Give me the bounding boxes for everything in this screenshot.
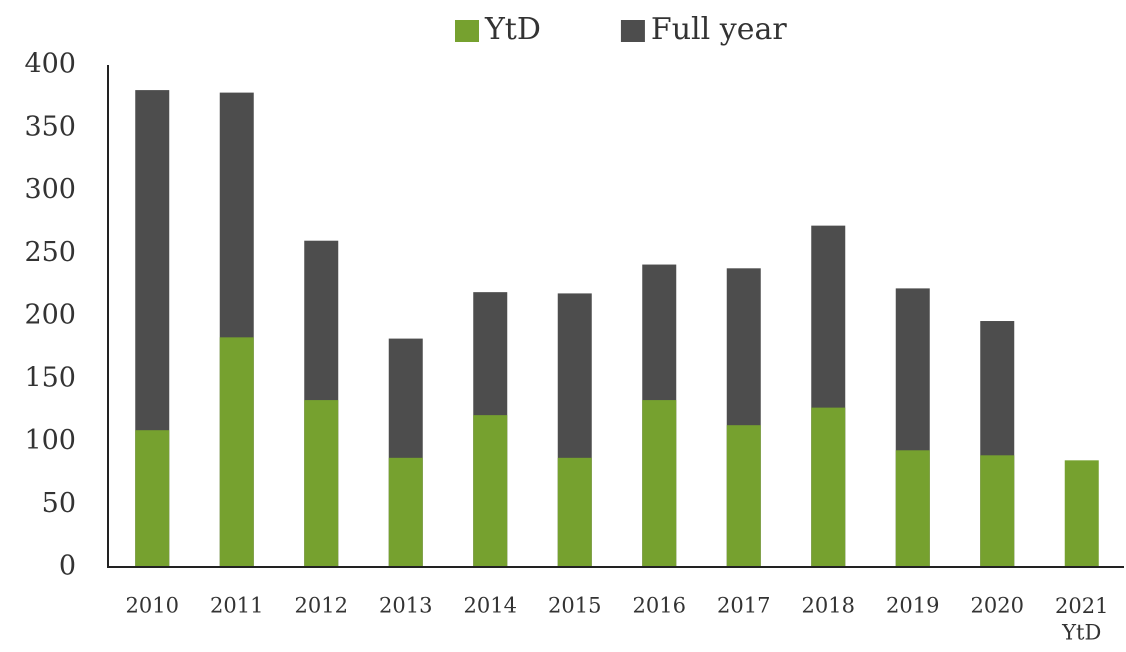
x-tick-label: 2019 bbox=[886, 594, 939, 618]
y-tick-label: 200 bbox=[24, 300, 76, 331]
x-tick-label: 2017 bbox=[717, 594, 770, 618]
bar bbox=[219, 337, 254, 567]
y-tick-label: 150 bbox=[24, 362, 76, 393]
legend-swatch bbox=[620, 20, 645, 42]
x-tick-label: 2020 bbox=[971, 594, 1024, 618]
bar bbox=[895, 450, 930, 567]
y-tick-label: 100 bbox=[24, 425, 76, 456]
bar bbox=[473, 415, 508, 567]
legend-swatch bbox=[455, 20, 479, 42]
y-tick-label: 50 bbox=[42, 488, 76, 519]
y-tick-label: 400 bbox=[24, 49, 76, 80]
y-tick-label: 0 bbox=[59, 551, 76, 582]
y-tick-label: 350 bbox=[24, 111, 76, 142]
legend-label: Full year bbox=[651, 12, 787, 47]
bar bbox=[388, 457, 423, 567]
x-tick-label: 2013 bbox=[379, 594, 432, 618]
bar bbox=[811, 407, 846, 567]
bar bbox=[642, 400, 677, 567]
x-tick-label: 2016 bbox=[633, 594, 686, 618]
x-tick-label: 2015 bbox=[548, 594, 601, 618]
x-tick-label: 2011 bbox=[210, 594, 263, 618]
bar bbox=[135, 430, 170, 567]
x-tick-label: 2010 bbox=[126, 594, 179, 618]
bar bbox=[304, 400, 339, 567]
y-tick-label: 300 bbox=[24, 174, 76, 205]
x-tick-label: 2014 bbox=[464, 594, 517, 618]
x-tick-label: 2012 bbox=[295, 594, 348, 618]
x-tick-label: 2018 bbox=[802, 594, 855, 618]
bar bbox=[557, 457, 592, 567]
legend-label: YtD bbox=[484, 12, 541, 47]
bar bbox=[1064, 460, 1099, 567]
bar bbox=[980, 455, 1015, 567]
x-tick-label: 2021 YtD bbox=[1055, 594, 1108, 644]
y-tick-label: 250 bbox=[24, 237, 76, 268]
bar bbox=[726, 425, 761, 567]
